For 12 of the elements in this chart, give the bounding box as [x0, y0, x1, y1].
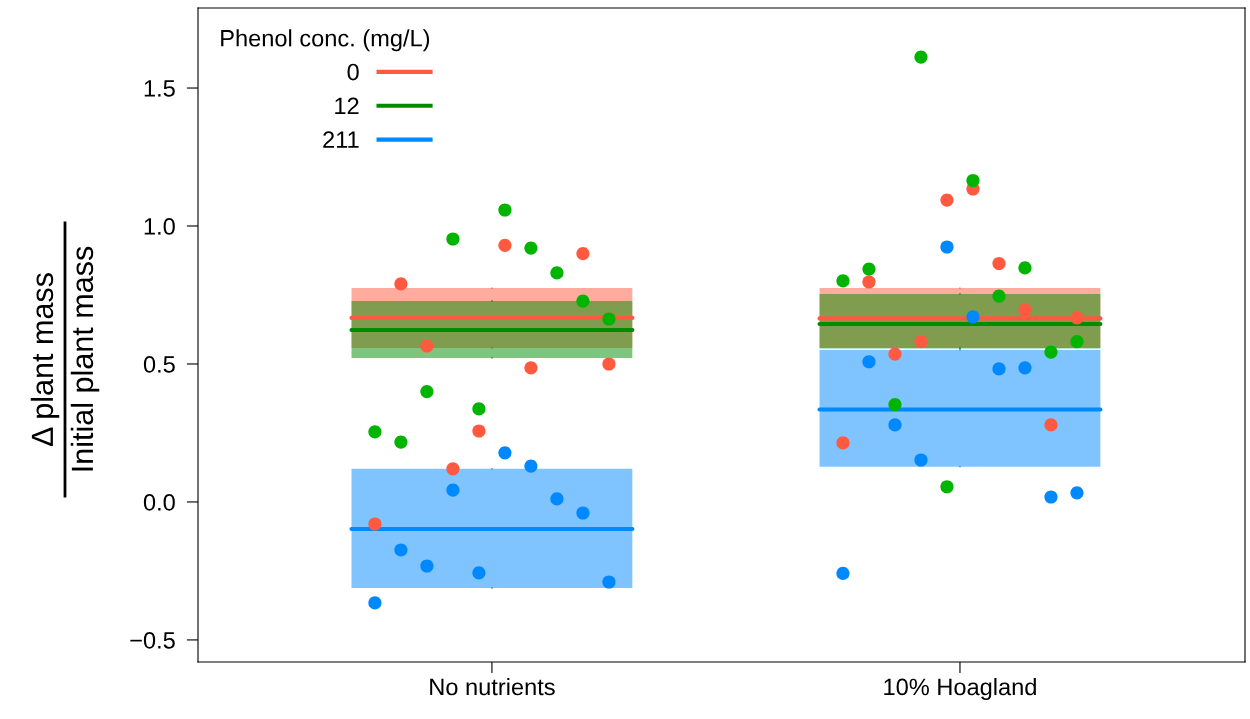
y-axis-title: Δ plant mass Initial plant mass	[30, 246, 100, 471]
legend-label: 211	[323, 131, 359, 148]
x-tick-label: 10% Hoagland	[884, 677, 1036, 700]
legend-title: Phenol conc. (mg/L)	[221, 29, 430, 52]
y-tick-label: 1.0	[144, 218, 175, 235]
legend-label: 0	[347, 63, 359, 81]
y-tick-label: 0.0	[143, 494, 175, 511]
y-tick-label: −0.5	[130, 631, 175, 649]
y-tick-label: 0.5	[143, 356, 175, 373]
x-tick-label: No nutrients	[430, 677, 555, 696]
y-tick-label: 1.5	[144, 80, 175, 97]
legend-label: 12	[335, 97, 359, 114]
